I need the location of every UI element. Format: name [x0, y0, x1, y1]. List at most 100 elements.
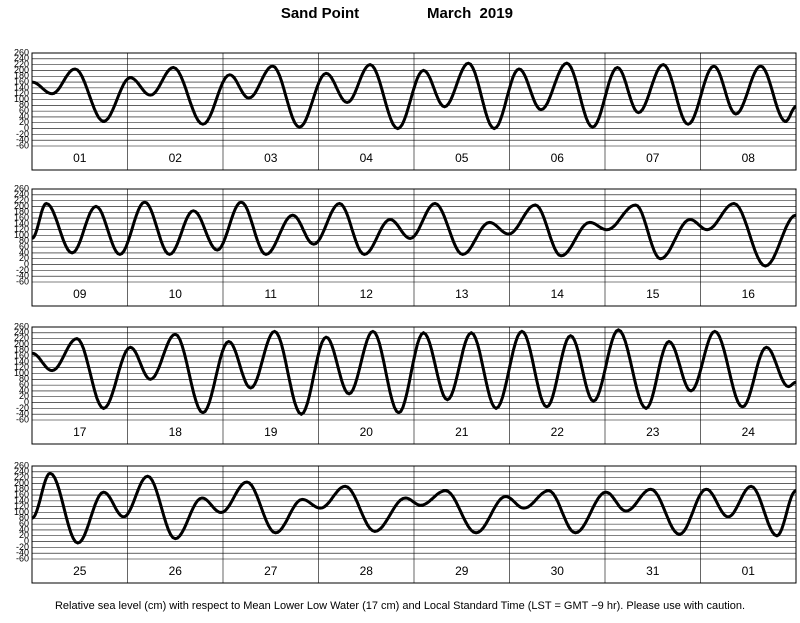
- x-tick-label: 01: [742, 564, 756, 578]
- x-tick-label: 17: [73, 425, 87, 439]
- y-tick-label: -40: [16, 409, 29, 419]
- y-tick-label: 200: [14, 201, 29, 211]
- y-tick-label: -60: [16, 414, 29, 424]
- y-tick-label: 60: [19, 242, 29, 252]
- y-tick-label: 220: [14, 195, 29, 205]
- x-tick-label: 06: [551, 151, 565, 165]
- y-tick-label: 240: [14, 189, 29, 199]
- y-tick-label: -20: [16, 265, 29, 275]
- y-tick-label: 260: [14, 47, 29, 57]
- chart-subtitle: March 2019: [427, 5, 513, 22]
- y-tick-label: 40: [19, 247, 29, 257]
- x-tick-label: 11: [265, 287, 278, 301]
- y-tick-label: 20: [19, 530, 29, 540]
- y-tick-label: 100: [14, 368, 29, 378]
- y-tick-label: -20: [16, 129, 29, 139]
- tide-line: [31, 328, 797, 416]
- y-tick-label: 120: [14, 362, 29, 372]
- y-tick-label: 140: [14, 495, 29, 505]
- x-tick-label: 02: [169, 151, 183, 165]
- y-tick-label: -40: [16, 548, 29, 558]
- x-tick-label: 25: [73, 564, 87, 578]
- y-tick-label: 20: [19, 391, 29, 401]
- y-tick-label: 0: [24, 397, 29, 407]
- x-tick-label: 24: [742, 425, 756, 439]
- chart-title: Sand Point: [281, 5, 359, 22]
- x-tick-label: 04: [360, 151, 374, 165]
- y-tick-label: 60: [19, 106, 29, 116]
- y-tick-label: 160: [14, 489, 29, 499]
- x-tick-label: 31: [646, 564, 660, 578]
- y-tick-label: 160: [14, 350, 29, 360]
- x-tick-label: 08: [742, 151, 756, 165]
- y-tick-label: -40: [16, 135, 29, 145]
- y-tick-label: 140: [14, 356, 29, 366]
- y-tick-label: 80: [19, 100, 29, 110]
- y-tick-label: 20: [19, 253, 29, 263]
- y-tick-label: 220: [14, 472, 29, 482]
- y-tick-label: 0: [24, 259, 29, 269]
- x-tick-label: 05: [455, 151, 469, 165]
- x-tick-label: 16: [742, 287, 756, 301]
- y-tick-label: 0: [24, 536, 29, 546]
- y-tick-label: 160: [14, 76, 29, 86]
- y-tick-label: 140: [14, 82, 29, 92]
- x-tick-label: 21: [455, 425, 469, 439]
- y-tick-label: 200: [14, 339, 29, 349]
- y-tick-label: -60: [16, 553, 29, 563]
- y-tick-label: 40: [19, 385, 29, 395]
- y-tick-label: 200: [14, 65, 29, 75]
- y-tick-label: 0: [24, 123, 29, 133]
- footnote: Relative sea level (cm) with respect to …: [55, 600, 745, 612]
- y-tick-label: 240: [14, 53, 29, 63]
- x-tick-label: 09: [73, 287, 87, 301]
- y-tick-label: 140: [14, 218, 29, 228]
- x-tick-label: 27: [264, 564, 278, 578]
- x-tick-label: 07: [646, 151, 660, 165]
- x-tick-label: 15: [646, 287, 660, 301]
- x-tick-label: 10: [169, 287, 183, 301]
- y-tick-label: 220: [14, 59, 29, 69]
- x-tick-label: 30: [551, 564, 565, 578]
- y-tick-label: -20: [16, 403, 29, 413]
- y-tick-label: 100: [14, 507, 29, 517]
- x-tick-label: 19: [264, 425, 278, 439]
- x-tick-label: 26: [169, 564, 183, 578]
- y-tick-label: 80: [19, 236, 29, 246]
- y-tick-label: 260: [14, 460, 29, 470]
- y-tick-label: 100: [14, 94, 29, 104]
- x-tick-label: 20: [360, 425, 374, 439]
- x-tick-label: 13: [455, 287, 469, 301]
- y-tick-label: 240: [14, 327, 29, 337]
- x-tick-label: 28: [360, 564, 374, 578]
- y-tick-label: 240: [14, 466, 29, 476]
- y-tick-label: -20: [16, 542, 29, 552]
- x-tick-label: 29: [455, 564, 469, 578]
- y-tick-label: 160: [14, 212, 29, 222]
- y-tick-label: 180: [14, 484, 29, 494]
- y-tick-label: 260: [14, 183, 29, 193]
- y-tick-label: 40: [19, 111, 29, 121]
- tide-line: [31, 471, 797, 545]
- y-tick-label: 100: [14, 230, 29, 240]
- y-tick-label: 180: [14, 207, 29, 217]
- y-tick-label: 180: [14, 345, 29, 355]
- y-tick-label: 120: [14, 88, 29, 98]
- x-tick-label: 22: [551, 425, 565, 439]
- x-tick-label: 14: [551, 287, 565, 301]
- y-tick-label: 80: [19, 513, 29, 523]
- x-tick-label: 18: [169, 425, 183, 439]
- y-tick-label: -60: [16, 276, 29, 286]
- y-tick-label: 20: [19, 117, 29, 127]
- y-tick-label: 180: [14, 71, 29, 81]
- x-tick-label: 03: [264, 151, 278, 165]
- y-tick-label: 80: [19, 374, 29, 384]
- x-tick-label: 23: [646, 425, 660, 439]
- y-tick-label: 120: [14, 501, 29, 511]
- y-tick-label: 220: [14, 333, 29, 343]
- tide-line: [31, 61, 797, 131]
- x-tick-label: 01: [73, 151, 87, 165]
- y-tick-label: 260: [14, 321, 29, 331]
- y-tick-label: 60: [19, 519, 29, 529]
